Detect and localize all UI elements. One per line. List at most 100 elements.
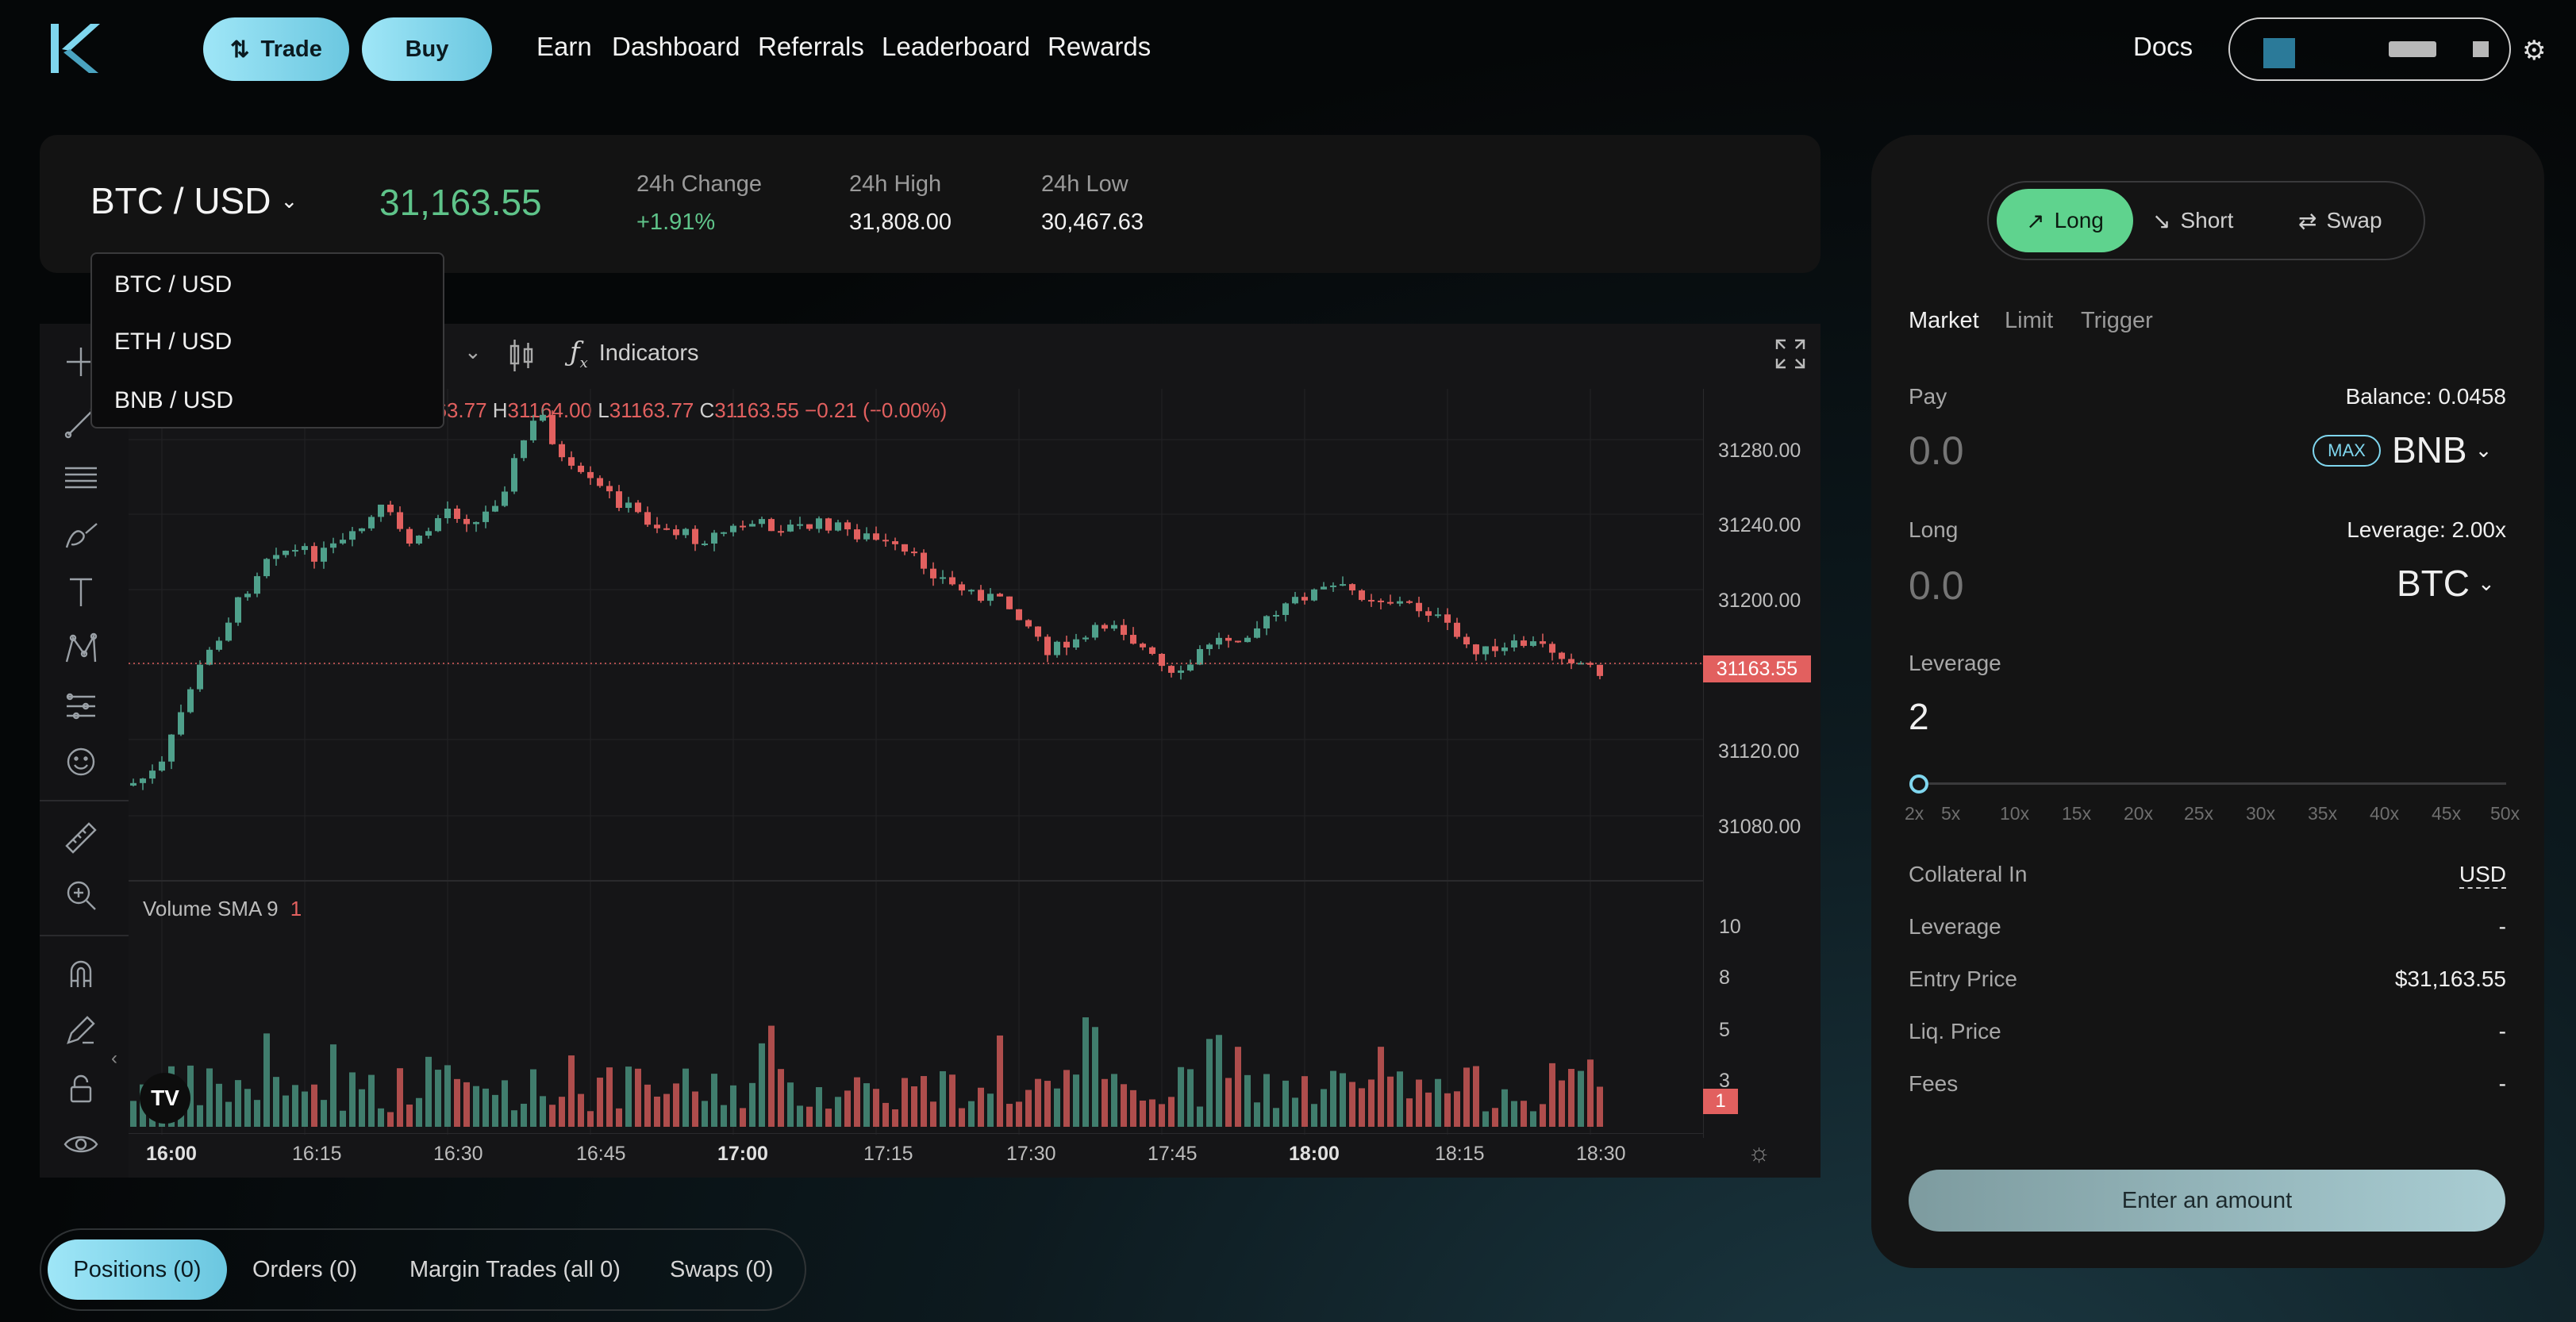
pair-dropdown: BTC / USD ETH / USD BNB / USD [90,252,444,428]
candle-body [940,577,946,579]
magnet-icon[interactable] [60,952,102,993]
volume-bar [1263,1074,1270,1127]
nav-rewards[interactable]: Rewards [1048,32,1152,61]
brush-icon[interactable] [60,514,102,555]
order-type-limit[interactable]: Limit [2005,308,2054,333]
volume-bar [330,1044,336,1127]
slider-tick: 35x [2308,803,2338,824]
pattern-icon[interactable] [60,628,102,670]
submit-button[interactable]: Enter an amount [1909,1170,2505,1232]
candle-body [644,512,651,525]
volume-bar [1501,1089,1508,1127]
candle-body [1387,601,1394,604]
leverage-slider-handle[interactable] [1909,774,1928,794]
mode-short-button[interactable]: ↘ Short [2152,189,2233,252]
candles-style-icon[interactable] [508,338,535,377]
nav-docs[interactable]: Docs [2133,32,2193,61]
logo[interactable] [46,21,102,76]
volume-bar [1397,1071,1403,1127]
candle-body [559,444,565,458]
mode-swap-button[interactable]: ⇄ Swap [2298,189,2382,252]
candle-body [1235,640,1241,643]
pair-option-eth[interactable]: ETH / USD [114,329,233,355]
pair-label: BTC / USD [90,180,271,221]
volume-bar [759,1043,765,1127]
order-type-market[interactable]: Market [1909,308,1979,333]
volume-tick: 3 [1719,1070,1730,1092]
max-button[interactable]: MAX [2313,435,2381,467]
text-tool-icon[interactable] [60,571,102,613]
volume-bar [902,1078,908,1127]
candle-body [740,525,746,528]
long-token-select[interactable]: BTC ⌄ [2397,562,2495,605]
volume-bar [463,1082,470,1127]
pay-token-select[interactable]: BNB ⌄ [2392,428,2492,471]
collapse-toolbar-icon[interactable]: ‹ [111,1047,117,1069]
volume-bar [435,1070,441,1127]
fullscreen-icon[interactable] [1774,338,1806,374]
indicators-button[interactable]: ƒx Indicators [570,336,698,371]
volume-bar [187,1065,194,1127]
mode-long-button[interactable]: ↗ Long [1997,189,2133,252]
candle-body [1540,641,1546,644]
candle-body [1568,659,1574,663]
volume-bar [816,1087,822,1127]
eye-icon[interactable] [60,1124,102,1165]
candle-body [1435,614,1441,617]
nav-dashboard[interactable]: Dashboard [612,32,740,61]
candle-body [863,533,870,540]
buy-button[interactable]: Buy [362,17,492,81]
candle-body [273,555,279,559]
candle-body [473,521,479,525]
candle-body [435,518,441,532]
candle-body [730,525,736,532]
ohlc-l-label: L [598,398,609,422]
leverage-slider-track[interactable] [1919,782,2506,785]
emoji-icon[interactable] [60,741,102,782]
zoom-in-icon[interactable] [60,874,102,916]
candle-body [425,531,432,536]
nav-referrals[interactable]: Referrals [758,32,864,61]
candle-body [1016,609,1022,621]
pair-option-bnb[interactable]: BNB / USD [114,387,234,413]
fib-lines-icon[interactable] [60,457,102,498]
tab-margin-trades[interactable]: Margin Trades (all 0) [409,1239,621,1300]
pair-option-btc[interactable]: BTC / USD [114,271,233,298]
volume-bar [1187,1069,1194,1127]
volume-bar [530,1069,536,1127]
interval-chevron-icon[interactable]: ⌄ [464,340,482,363]
forecast-icon[interactable] [60,686,102,727]
candle-body [997,594,1003,597]
slider-tick: 30x [2246,803,2276,824]
trade-button[interactable]: ⇅ Trade [203,17,349,81]
tab-orders[interactable]: Orders (0) [252,1239,357,1300]
order-type-trigger[interactable]: Trigger [2081,308,2153,333]
bottom-tabs [40,1228,806,1311]
settings-gear-icon[interactable]: ⚙ [2522,36,2547,66]
volume-bar [844,1090,851,1127]
candle-body [1473,644,1479,655]
long-amount-input[interactable] [1909,560,2226,611]
price-chart[interactable] [129,389,1716,1138]
volume-bar [273,1077,279,1127]
nav-earn[interactable]: Earn [536,32,592,61]
tab-swaps[interactable]: Swaps (0) [670,1239,774,1300]
pair-selector[interactable]: BTC / USD ⌄ [90,179,298,222]
chart-settings-icon[interactable]: ☼ [1747,1138,1771,1166]
tab-positions[interactable]: Positions (0) [48,1239,227,1300]
nav-leaderboard[interactable]: Leaderboard [882,32,1031,61]
ruler-icon[interactable] [60,817,102,859]
volume-bar [1130,1089,1136,1127]
leverage-value[interactable]: 2 [1909,696,1929,737]
wallet-button[interactable] [2228,17,2511,81]
tradingview-logo-icon[interactable]: TV [140,1073,190,1124]
volume-bar [702,1101,708,1127]
lock-icon[interactable] [60,1068,102,1109]
candle-body [987,594,994,601]
lock-pencil-icon[interactable] [60,1009,102,1051]
collateral-value[interactable]: USD [2459,862,2506,889]
volume-bar [854,1077,860,1127]
candle-body [1397,601,1403,604]
candle-body [254,576,260,594]
pay-amount-input[interactable] [1909,425,2226,476]
